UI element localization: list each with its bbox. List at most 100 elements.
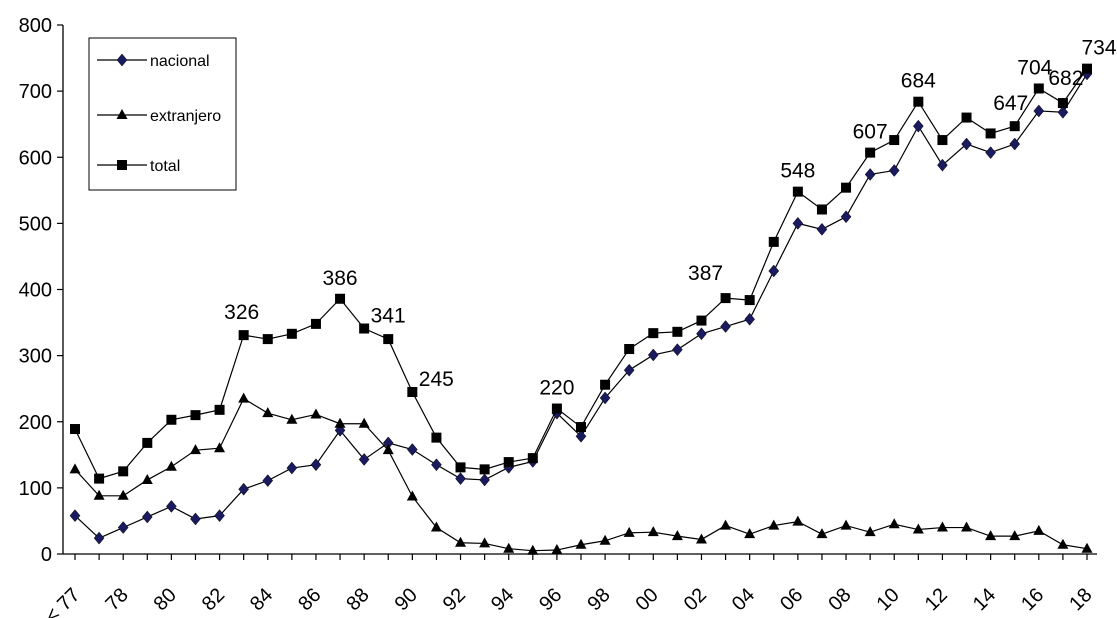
- nacional-marker: [166, 499, 177, 513]
- extranjero-marker: [93, 489, 105, 500]
- y-tick-label: 600: [19, 147, 52, 169]
- extranjero-marker: [671, 530, 683, 541]
- extranjero-marker: [334, 417, 346, 428]
- extranjero-marker: [527, 544, 539, 555]
- extranjero-marker: [141, 473, 153, 484]
- total-marker: [889, 135, 900, 146]
- nacional-marker: [214, 509, 225, 523]
- total-marker: [720, 293, 731, 304]
- data-label: 647: [993, 92, 1028, 115]
- x-tick-label: 98: [583, 584, 614, 615]
- data-label: 734: [1081, 37, 1116, 60]
- extranjero-marker: [744, 528, 756, 539]
- extranjero-marker: [623, 526, 635, 537]
- total-marker: [359, 323, 370, 334]
- total-marker: [431, 432, 442, 443]
- extranjero-marker: [695, 533, 707, 544]
- y-tick-label: 700: [19, 81, 52, 103]
- nacional-marker: [961, 137, 972, 151]
- x-tick-label: 16: [1017, 584, 1048, 615]
- total-marker: [1082, 63, 1092, 74]
- extranjero-marker: [117, 489, 129, 500]
- total-marker: [1009, 121, 1020, 132]
- nacional-marker: [623, 363, 635, 377]
- nacional-marker: [647, 348, 659, 362]
- data-label: 326: [224, 301, 259, 324]
- nacional-marker: [985, 146, 996, 160]
- extranjero-marker: [792, 515, 804, 526]
- data-label: 245: [419, 368, 454, 391]
- extranjero-marker: [551, 544, 563, 555]
- nacional-marker: [744, 312, 755, 326]
- total-marker: [335, 293, 346, 304]
- total-marker: [190, 410, 201, 421]
- nacional-marker: [190, 512, 201, 526]
- y-tick-label: 500: [19, 213, 52, 235]
- total-marker: [94, 473, 105, 484]
- total-marker: [118, 466, 129, 477]
- extranjero-marker: [214, 442, 226, 453]
- x-tick-label: 82: [198, 584, 229, 615]
- extranjero-marker: [599, 534, 611, 545]
- extranjero-marker: [165, 460, 177, 471]
- nacional-marker: [696, 327, 707, 341]
- nacional-marker: [238, 482, 249, 496]
- total-marker: [1057, 98, 1068, 109]
- total-marker: [816, 204, 827, 215]
- extranjero-marker: [69, 463, 81, 474]
- legend-item-extranjero: extranjero: [97, 108, 221, 125]
- nacional-marker: [407, 443, 418, 456]
- series-line-extranjero: [74, 397, 1088, 552]
- extranjero-marker: [816, 528, 828, 539]
- nacional-marker: [455, 472, 466, 486]
- total-marker: [792, 186, 803, 197]
- nacional-marker: [937, 158, 948, 172]
- data-label: 386: [323, 267, 358, 290]
- extranjero-marker: [430, 521, 442, 532]
- data-label: 387: [688, 262, 723, 285]
- total-marker: [648, 328, 659, 339]
- nacional-marker: [575, 429, 587, 443]
- series-extranjero: [69, 392, 1093, 555]
- nacional-marker: [310, 458, 322, 472]
- nacional-marker: [840, 210, 852, 224]
- y-tick-label: 100: [19, 478, 52, 500]
- extranjero-marker: [864, 526, 876, 537]
- total-marker: [383, 334, 394, 345]
- x-tick-label: 94: [487, 584, 518, 615]
- data-label: 548: [780, 160, 815, 183]
- total-marker: [166, 414, 177, 425]
- nacional-marker: [479, 473, 490, 487]
- x-tick-label: 78: [101, 584, 132, 615]
- extranjero-marker: [503, 542, 515, 553]
- x-tick-label: 02: [680, 584, 711, 615]
- nacional-marker: [913, 119, 924, 133]
- x-tick-label: 18: [1065, 584, 1096, 615]
- extranjero-marker: [189, 444, 201, 455]
- data-label: 607: [853, 121, 888, 144]
- total-marker: [238, 330, 249, 341]
- extranjero-marker: [961, 521, 973, 532]
- nacional-marker: [358, 453, 370, 466]
- total-marker: [407, 386, 418, 397]
- total-marker: [865, 147, 876, 158]
- total-marker: [600, 379, 611, 390]
- nacional-marker: [816, 222, 828, 236]
- x-tick-label: 90: [391, 584, 422, 615]
- y-tick-label: 400: [19, 280, 52, 302]
- extranjero-marker: [768, 519, 780, 530]
- nacional-marker: [672, 343, 683, 357]
- total-marker: [985, 128, 996, 139]
- x-tick-label: 96: [535, 584, 566, 615]
- extranjero-marker: [455, 536, 467, 547]
- x-tick-label: 08: [824, 584, 855, 615]
- y-tick-label: 800: [19, 15, 52, 37]
- nacional-marker: [69, 509, 81, 523]
- extranjero-marker: [575, 538, 587, 549]
- extranjero-marker: [888, 518, 900, 529]
- nacional-marker: [1033, 104, 1045, 118]
- series-total: [70, 63, 1092, 484]
- x-tick-label: 00: [632, 584, 663, 615]
- nacional-marker: [1009, 137, 1021, 151]
- x-tick-label: 92: [439, 584, 470, 615]
